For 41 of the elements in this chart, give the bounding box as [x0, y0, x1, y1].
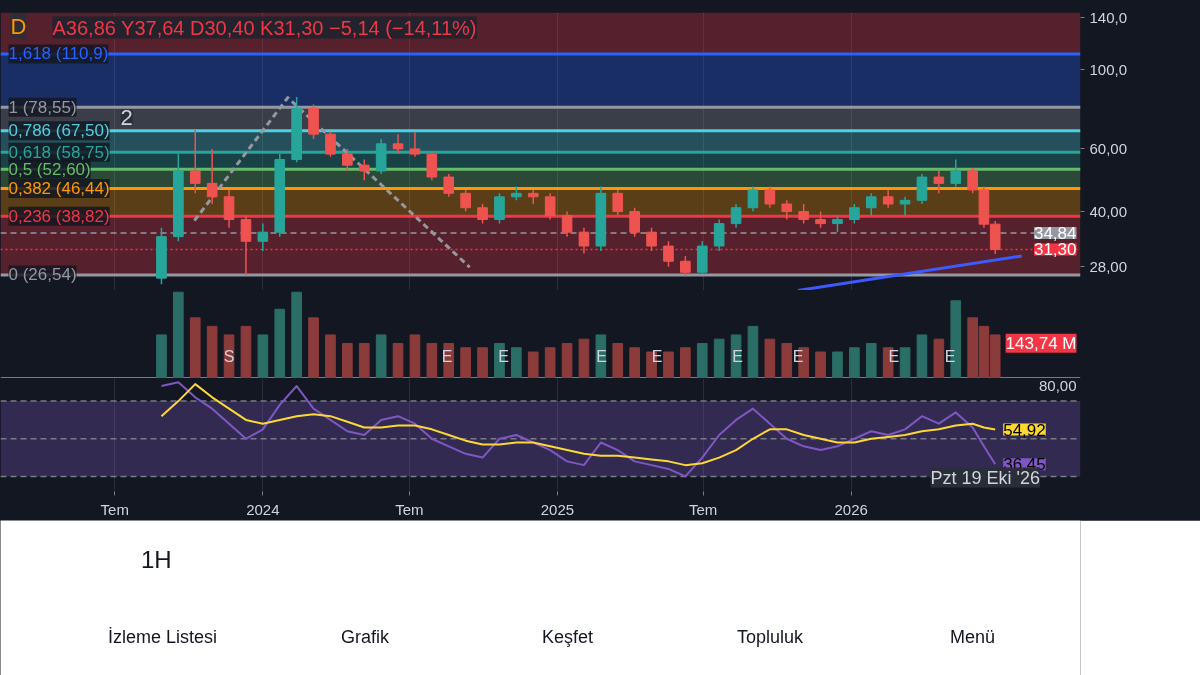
ref-line-label: 0,786 (67,50) [8, 121, 110, 141]
y-tick-label: 60,00 [1089, 139, 1128, 157]
text: Topluluk [736, 626, 805, 647]
ref-line-label: 34,84 [1033, 223, 1077, 243]
text: 1H [140, 545, 172, 573]
y-tick-label: 140,0 [1089, 8, 1128, 26]
annotation: E [498, 347, 509, 365]
y-tick-label: 40,00 [1089, 202, 1128, 220]
y-tick-label: 100,0 [1089, 60, 1128, 78]
ref-line-label: 0 (26,54) [8, 265, 77, 285]
annotation: 54,92 [1003, 420, 1046, 440]
annotation: D [10, 13, 27, 39]
annotation: S [223, 347, 235, 365]
y-tick-label: 28,00 [1089, 257, 1128, 275]
annotation: E [732, 347, 743, 365]
x-tick-label: 2026 [834, 500, 868, 518]
annotation: 143,74 M [1005, 333, 1077, 353]
annotation: E [888, 347, 900, 365]
x-tick-label: 2024 [246, 500, 280, 518]
annotation: E [944, 347, 956, 365]
annotation: E [596, 347, 607, 365]
text: Menü [949, 626, 996, 647]
ref-line-label: 0,5 (52,60) [8, 159, 91, 179]
ref-line-label: 0,382 (46,44) [8, 178, 110, 198]
ref-line-label: 0,618 (58,75) [8, 142, 110, 162]
x-tick-label: 2025 [540, 500, 575, 518]
ref-line-label: 1,618 (110,9) [8, 44, 109, 64]
ref-line-label: 0,236 (38,82) [8, 206, 110, 226]
annotation: E [792, 347, 804, 365]
text: İzleme Listesi [107, 626, 218, 647]
chart-subtitle: A36,86 Y37,64 D30,40 K31,30 −5,14 (−14,11%) [52, 16, 477, 39]
x-tick-label: Tem [688, 500, 718, 518]
ref-line-label: 31,30 [1033, 240, 1077, 260]
x-tick-label: Tem [100, 500, 129, 518]
x-tick-label: Tem [395, 500, 424, 518]
annotation: E [441, 347, 453, 365]
annotation: 2 [120, 104, 133, 130]
text: Grafik [341, 626, 390, 647]
annotation: 80,00 [1038, 377, 1077, 395]
ref-line-label: 1 (78,55) [8, 97, 77, 117]
text: Keşfet [541, 626, 594, 647]
